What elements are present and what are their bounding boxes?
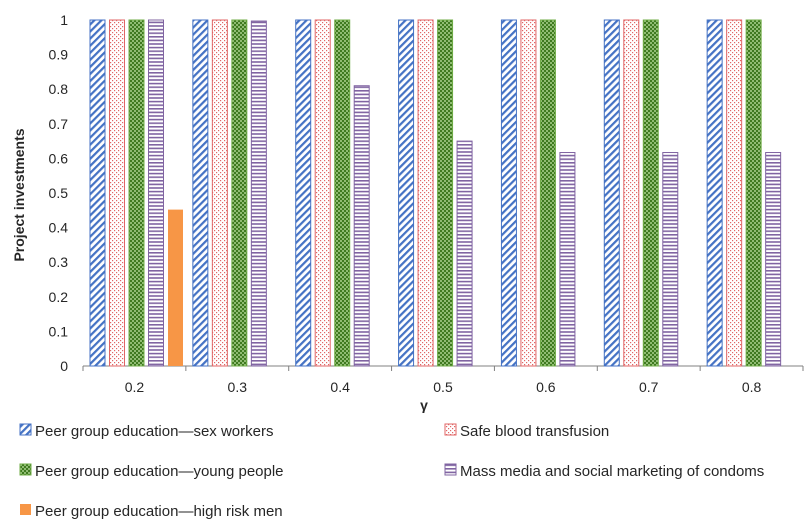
bar xyxy=(642,19,659,367)
legend-swatch xyxy=(444,423,457,436)
bar xyxy=(662,152,679,367)
bar xyxy=(109,19,125,367)
y-tick-label: 0.7 xyxy=(49,116,69,132)
bar xyxy=(765,152,782,367)
legend-label: Peer group education—sex workers xyxy=(35,423,273,440)
x-tick-label: 0.2 xyxy=(125,379,145,395)
bar xyxy=(192,19,209,367)
x-axis-title: γ xyxy=(420,397,428,413)
bar xyxy=(168,209,183,366)
bar xyxy=(456,140,473,367)
legend-label: Peer group education—high risk men xyxy=(35,503,283,520)
legend: Peer group education—sex workers Safe blo… xyxy=(19,423,764,520)
bar xyxy=(250,20,267,367)
x-axis: 0.2 0.3 0.4 0.5 0.6 0.7 0.8 xyxy=(82,365,804,395)
legend-swatch xyxy=(19,463,32,476)
bar xyxy=(520,19,537,367)
bar xyxy=(726,19,743,367)
bar xyxy=(500,19,517,367)
legend-label: Mass media and social marketing of condo… xyxy=(460,463,764,480)
bar xyxy=(128,19,145,367)
y-axis-title: Project investments xyxy=(11,128,27,261)
legend-swatch xyxy=(444,463,457,476)
bar xyxy=(398,19,415,367)
bar xyxy=(211,19,228,367)
y-tick-label: 0.8 xyxy=(49,81,69,97)
bar xyxy=(295,19,312,367)
x-tick-label: 0.7 xyxy=(639,379,659,395)
legend-label: Safe blood transfusion xyxy=(460,423,609,440)
bars xyxy=(89,19,782,367)
y-tick-label: 1 xyxy=(60,12,68,28)
bar xyxy=(148,19,164,367)
bar xyxy=(89,19,106,367)
x-tick-label: 0.8 xyxy=(742,379,762,395)
y-tick-label: 0.2 xyxy=(49,289,69,305)
bar xyxy=(314,19,331,367)
y-tick-label: 0.9 xyxy=(49,47,69,63)
bar xyxy=(623,19,640,367)
bar xyxy=(437,19,454,367)
x-tick-label: 0.5 xyxy=(433,379,453,395)
bar xyxy=(706,19,723,367)
bar xyxy=(334,19,351,367)
bar xyxy=(603,19,620,367)
legend-swatch xyxy=(19,423,32,436)
x-tick-label: 0.3 xyxy=(228,379,248,395)
bar xyxy=(539,19,556,367)
bar xyxy=(353,85,370,367)
y-tick-label: 0.4 xyxy=(49,220,69,236)
y-tick-label: 0.1 xyxy=(49,323,69,339)
x-tick-label: 0.4 xyxy=(330,379,350,395)
bar xyxy=(417,19,434,367)
y-axis: 0 0.1 0.2 0.3 0.4 0.5 0.6 0.7 0.8 0.9 1 xyxy=(49,12,69,374)
y-tick-label: 0 xyxy=(60,358,68,374)
legend-swatch xyxy=(20,504,31,515)
x-tick-label: 0.6 xyxy=(536,379,556,395)
y-tick-label: 0.5 xyxy=(49,185,69,201)
y-tick-label: 0.6 xyxy=(49,150,69,166)
y-tick-label: 0.3 xyxy=(49,254,69,270)
legend-label: Peer group education—young people xyxy=(35,463,284,480)
bar xyxy=(231,19,248,367)
bar xyxy=(559,152,576,367)
bar xyxy=(745,19,762,367)
